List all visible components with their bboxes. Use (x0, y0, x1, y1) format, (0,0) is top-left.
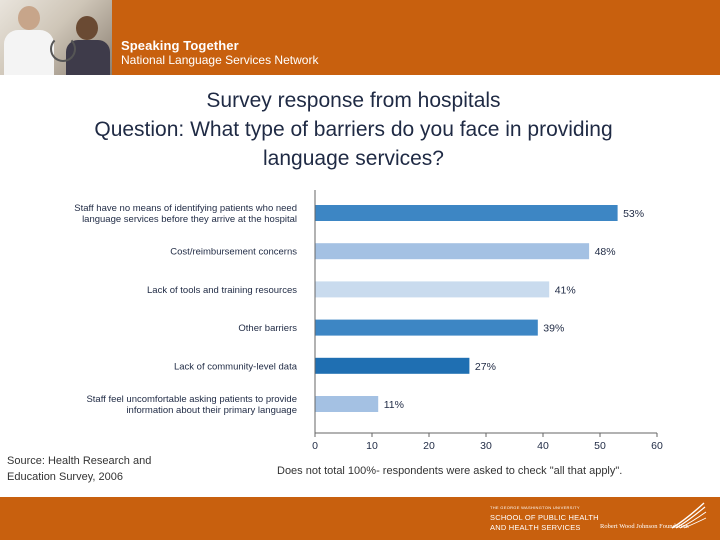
category-label: Staff have no means of identifying patie… (74, 203, 297, 214)
category-label: Lack of community-level data (174, 361, 298, 372)
category-label: Other barriers (238, 323, 297, 334)
x-tick-label: 40 (537, 440, 549, 452)
bar-value-label: 39% (543, 323, 564, 335)
rwjf-label: Robert Wood Johnson Foundation (600, 523, 689, 530)
category-label: Cost/reimbursement concerns (170, 247, 297, 258)
rwjf-logo-icon (671, 502, 707, 529)
title-line-1: Survey response from hospitals (206, 89, 501, 112)
gw-school-label: SCHOOL OF PUBLIC HEALTH (490, 513, 599, 522)
bar (315, 205, 618, 221)
source-line-1: Source: Health Research and (7, 455, 152, 467)
bar (315, 319, 538, 336)
x-tick-label: 0 (312, 440, 318, 452)
header-photo (0, 0, 112, 75)
bar-value-label: 48% (595, 246, 616, 258)
bar (315, 243, 590, 260)
bar-value-label: 41% (555, 284, 576, 296)
x-tick-label: 20 (423, 440, 435, 452)
bar (315, 281, 550, 298)
x-tick-label: 60 (651, 440, 663, 452)
slide-title: Survey response from hospitals Question:… (0, 86, 707, 173)
barrier-bar-chart: 0 10 20 30 40 50 60 53% Staff have no means of i… (74, 190, 663, 452)
category-label: Staff feel uncomfortable asking patients… (86, 394, 297, 405)
bar (315, 357, 470, 374)
bar-value-label: 27% (475, 361, 496, 373)
category-label: language services before they arrive at … (82, 214, 297, 225)
category-label: Lack of tools and training resources (147, 285, 297, 296)
footer-bar (0, 497, 720, 540)
bar-value-label: 11% (384, 399, 404, 411)
title-line-3: language services? (263, 147, 444, 170)
brand-title: Speaking Together (121, 38, 239, 53)
x-tick-label: 10 (366, 440, 378, 452)
category-label: information about their primary language (126, 405, 297, 416)
gw-university-label: THE GEORGE WASHINGTON UNIVERSITY (490, 505, 580, 510)
footnote: Does not total 100%- respondents were as… (277, 465, 623, 477)
title-line-2: Question: What type of barriers do you f… (94, 118, 613, 141)
source-note: Source: Health Research and Education Su… (7, 453, 151, 485)
x-tick-label: 50 (594, 440, 606, 452)
bar-value-label: 53% (623, 208, 644, 220)
header-bar (0, 0, 720, 75)
gw-school-label-2: AND HEALTH SERVICES (490, 523, 581, 532)
brand-subtitle: National Language Services Network (121, 53, 319, 67)
source-line-2: Education Survey, 2006 (7, 471, 123, 483)
x-tick-label: 30 (480, 440, 492, 452)
bar (315, 396, 379, 412)
